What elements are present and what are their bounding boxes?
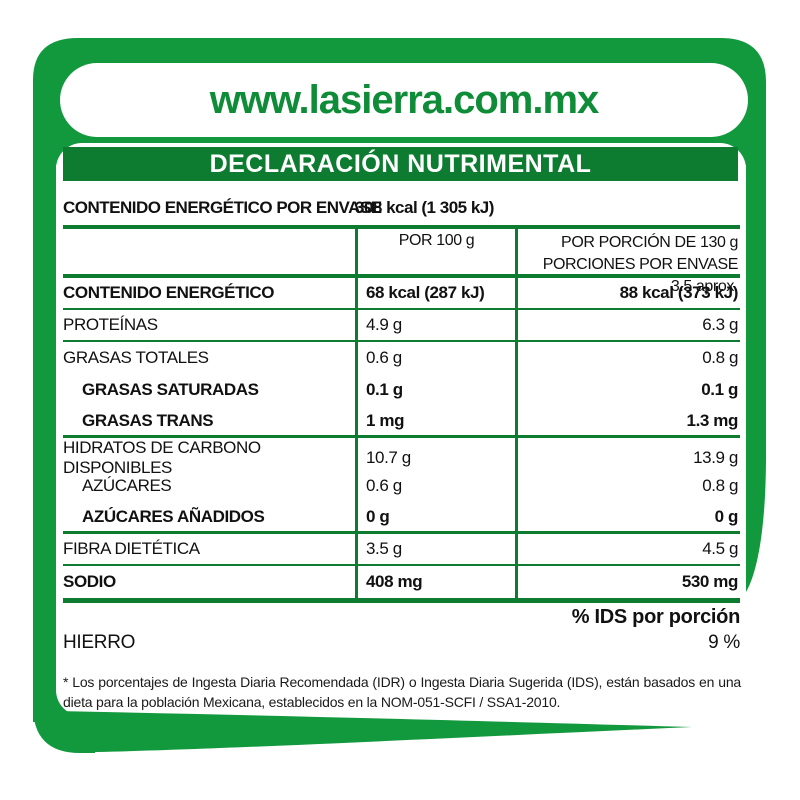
energy-per-package-value: 308 kcal (1 305 kJ) [355,198,494,217]
row-per-portion-value: 0.8 g [515,342,740,374]
row-per-100g-value: 0.6 g [355,470,515,502]
energy-per-package-line: CONTENIDO ENERGÉTICO POR ENVASE 308 kcal… [63,194,740,222]
row-label: GRASAS TRANS [82,410,214,430]
row-per-portion-value: 6.3 g [515,310,740,340]
energy-per-package-label: CONTENIDO ENERGÉTICO POR ENVASE [63,198,382,217]
ids-row-value: 9 % [708,632,740,653]
declaration-title: DECLARACIÓN NUTRIMENTAL [63,147,738,181]
footnote: * Los porcentajes de Ingesta Diaria Reco… [63,674,741,710]
table-row: GRASAS TOTALES 0.6 g 0.8 g [63,342,740,374]
row-per-100g-value: 1 mg [355,406,515,435]
row-per-portion-value: 88 kcal (373 kJ) [515,278,740,308]
row-per-100g-value: 10.7 g [355,438,515,478]
row-per-portion-value: 4.5 g [515,534,740,564]
row-label: GRASAS SATURADAS [82,380,259,399]
row-per-portion-value: 530 mg [515,566,740,598]
row-label: PROTEÍNAS [63,315,158,334]
website-url: www.lasierra.com.mx [209,77,600,122]
table-rows: CONTENIDO ENERGÉTICO 68 kcal (287 kJ) 88… [63,278,740,598]
table-row: FIBRA DIETÉTICA 3.5 g 4.5 g [63,534,740,566]
row-label: HIDRATOS DE CARBONO DISPONIBLES [63,438,261,477]
row-label: AZÚCARES [82,476,172,495]
table-row: HIDRATOS DE CARBONO DISPONIBLES 10.7 g 1… [63,438,740,478]
table-row: AZÚCARES AÑADIDOS 0 g 0 g [63,502,740,534]
row-per-100g-value: 0.6 g [355,342,515,374]
header-per-100g: POR 100 g [355,229,515,298]
row-per-100g-value: 0 g [355,502,515,531]
header-per-portion-line1: POR PORCIÓN DE 130 g [561,234,738,251]
table-row: PROTEÍNAS 4.9 g 6.3 g [63,310,740,342]
row-per-100g-value: 4.9 g [355,310,515,340]
url-pill [60,63,748,137]
row-label: AZÚCARES AÑADIDOS [82,506,265,526]
header-per-portion-line2: PORCIONES POR ENVASE 3.5 aprox. [542,256,739,295]
table-row: AZÚCARES 0.6 g 0.8 g [63,470,740,502]
row-per-portion-value: 0.1 g [515,374,740,406]
row-label: GRASAS TOTALES [63,348,209,367]
ids-row-label: HIERRO [63,632,136,653]
table-row: SODIO 408 mg 530 mg [63,566,740,598]
row-per-portion-value: 0 g [515,502,740,531]
row-per-100g-value: 68 kcal (287 kJ) [355,278,515,308]
row-label: SODIO [63,572,116,591]
bottom-swoosh [56,711,692,753]
row-per-100g-value: 408 mg [355,566,515,598]
ids-row-hierro: HIERRO 9 % [63,632,740,654]
row-per-100g-value: 3.5 g [355,534,515,564]
nutrition-table: POR 100 g POR PORCIÓN DE 130 g PORCIONES… [63,225,740,603]
frame-left-border [33,120,56,722]
row-per-portion-value: 0.8 g [515,470,740,502]
row-per-portion-value: 1.3 mg [515,406,740,435]
content-panel [56,143,746,716]
header-per-portion: POR PORCIÓN DE 130 g PORCIONES POR ENVAS… [515,229,740,298]
table-row: CONTENIDO ENERGÉTICO 68 kcal (287 kJ) 88… [63,278,740,310]
ids-heading: % IDS por porción [571,606,741,628]
row-per-portion-value: 13.9 g [515,438,740,478]
table-row: GRASAS SATURADAS 0.1 g 0.1 g [63,374,740,406]
frame-right-border-wedge [746,120,766,592]
row-label: CONTENIDO ENERGÉTICO [63,283,275,302]
table-row: GRASAS TRANS 1 mg 1.3 mg [63,406,740,438]
row-label: FIBRA DIETÉTICA [63,539,200,558]
table-header-row: POR 100 g POR PORCIÓN DE 130 g PORCIONES… [63,225,740,298]
row-per-100g-value: 0.1 g [355,374,515,406]
